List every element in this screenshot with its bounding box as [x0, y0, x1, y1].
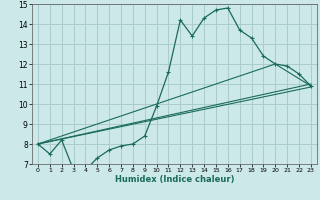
- X-axis label: Humidex (Indice chaleur): Humidex (Indice chaleur): [115, 175, 234, 184]
